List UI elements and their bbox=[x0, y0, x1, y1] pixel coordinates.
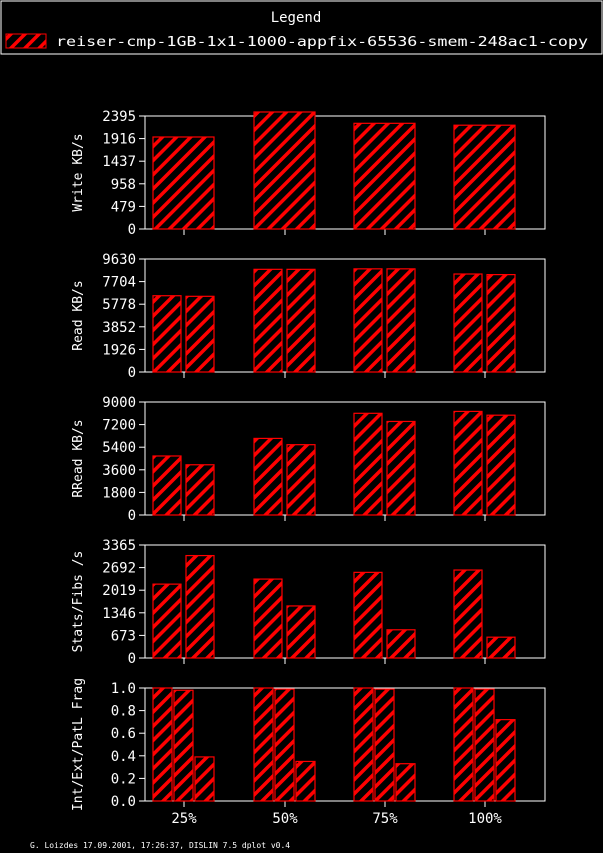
y-axis-label: Write KB/s bbox=[71, 133, 86, 211]
y-tick-label: 3365 bbox=[102, 538, 136, 554]
bar-50pct-s1 bbox=[253, 268, 283, 373]
plot-frame bbox=[144, 115, 546, 230]
bar-100pct-s1 bbox=[453, 569, 483, 659]
y-tick-label: 479 bbox=[111, 199, 136, 215]
y-tick-label: 5778 bbox=[102, 297, 136, 313]
y-tick-label: 1926 bbox=[102, 342, 136, 358]
bar-100pct-s2 bbox=[486, 274, 516, 373]
bar-100pct-s3 bbox=[495, 719, 516, 802]
bar-25pct-s1 bbox=[152, 687, 173, 802]
y-tick-label: 1916 bbox=[102, 132, 136, 148]
bar-50pct-s2 bbox=[286, 444, 316, 516]
y-tick-label: 0.8 bbox=[111, 704, 136, 720]
panel-4: 0 673 1346 2019 2692 3365 Stats/Fibs /s bbox=[71, 538, 546, 667]
bar-25pct-s1 bbox=[152, 583, 182, 659]
bar-100pct-s1 bbox=[453, 687, 474, 802]
bar-75pct-s1 bbox=[353, 687, 374, 802]
y-tick-label: 0.2 bbox=[111, 771, 136, 787]
y-tick-label: 1.0 bbox=[111, 681, 136, 697]
y-tick-label: 0.0 bbox=[111, 794, 136, 810]
bar-75pct-s2 bbox=[386, 629, 416, 659]
y-tick-label: 7704 bbox=[102, 275, 136, 291]
legend: Legend reiser-cmp-1GB-1x1-1000-appfix-65… bbox=[0, 0, 603, 55]
bar-75pct-s3 bbox=[395, 763, 416, 802]
bar-50pct-s3 bbox=[295, 760, 316, 802]
bar-75pct-s1 bbox=[353, 122, 416, 230]
bar-50pct-s1 bbox=[253, 687, 274, 802]
bar-75pct-s1 bbox=[353, 571, 383, 659]
panel-2: 0 1926 3852 5778 7704 9630 Read KB/s bbox=[71, 252, 546, 381]
bar-100pct-s2 bbox=[486, 414, 516, 516]
x-category-label: 25% bbox=[171, 811, 197, 827]
footer-credit: G. Loizdes 17.09.2001, 17:26:37, DISLIN … bbox=[30, 841, 290, 850]
bar-50pct-s1 bbox=[253, 111, 316, 230]
y-tick-label: 673 bbox=[111, 628, 136, 644]
y-tick-label: 9630 bbox=[102, 252, 136, 268]
x-category-label: 75% bbox=[372, 811, 398, 827]
y-tick-label: 0.4 bbox=[111, 749, 136, 765]
bar-75pct-s2 bbox=[386, 420, 416, 516]
y-axis-label: Int/Ext/PatL Frag bbox=[71, 678, 86, 811]
plot-frame bbox=[144, 401, 546, 516]
y-tick-label: 1437 bbox=[102, 154, 136, 170]
y-tick-label: 0 bbox=[128, 365, 136, 381]
y-tick-label: 0 bbox=[128, 651, 136, 667]
bar-25pct-s1 bbox=[152, 295, 182, 373]
bar-50pct-s2 bbox=[286, 605, 316, 659]
bar-25pct-s2 bbox=[185, 554, 215, 659]
y-tick-label: 958 bbox=[111, 177, 136, 193]
y-tick-label: 3600 bbox=[102, 463, 136, 479]
bar-25pct-s1 bbox=[152, 136, 215, 230]
bar-50pct-s2 bbox=[286, 268, 316, 373]
bar-100pct-s2 bbox=[486, 636, 516, 659]
bar-50pct-s1 bbox=[253, 578, 283, 659]
panel-3: 0 1800 3600 5400 7200 9000 RRead KB/s bbox=[71, 395, 546, 524]
bar-100pct-s1 bbox=[453, 124, 516, 230]
y-tick-label: 2019 bbox=[102, 583, 136, 599]
bar-50pct-s1 bbox=[253, 437, 283, 516]
chart-panels: 0 479 958 1437 1916 2395 Write KB/s 0 1926 3852 57… bbox=[71, 109, 546, 827]
bar-75pct-s2 bbox=[386, 268, 416, 373]
y-tick-label: 1346 bbox=[102, 606, 136, 622]
x-category-label: 100% bbox=[468, 811, 502, 827]
legend-entry-label: reiser-cmp-1GB-1x1-1000-appfix-65536-sme… bbox=[56, 35, 588, 50]
y-axis-label: Stats/Fibs /s bbox=[71, 551, 86, 653]
bar-75pct-s2 bbox=[374, 688, 395, 802]
bar-100pct-s1 bbox=[453, 410, 483, 516]
plot-frame bbox=[144, 544, 546, 659]
y-tick-label: 0.6 bbox=[111, 726, 136, 742]
y-tick-label: 2692 bbox=[102, 561, 136, 577]
y-tick-label: 3852 bbox=[102, 320, 136, 336]
y-axis-label: Read KB/s bbox=[71, 280, 86, 350]
legend-swatch bbox=[5, 33, 47, 49]
legend-box bbox=[0, 0, 603, 55]
y-tick-label: 2395 bbox=[102, 109, 136, 125]
bar-25pct-s3 bbox=[194, 756, 215, 802]
x-category-label: 50% bbox=[272, 811, 298, 827]
y-tick-label: 1800 bbox=[102, 485, 136, 501]
bar-75pct-s1 bbox=[353, 412, 383, 516]
bar-100pct-s2 bbox=[474, 688, 495, 802]
panel-5: 0.0 0.2 0.4 0.6 0.8 1.0 Int/Ext/PatL Frag 25% 50… bbox=[71, 678, 546, 827]
bar-25pct-s2 bbox=[185, 295, 215, 373]
bar-25pct-s2 bbox=[173, 689, 194, 802]
y-axis-label: RRead KB/s bbox=[71, 419, 86, 497]
y-tick-label: 0 bbox=[128, 222, 136, 238]
legend-title: Legend bbox=[271, 10, 322, 26]
y-tick-label: 9000 bbox=[102, 395, 136, 411]
y-tick-label: 5400 bbox=[102, 440, 136, 456]
plot-frame bbox=[144, 687, 546, 802]
bar-25pct-s2 bbox=[185, 464, 215, 516]
bar-50pct-s2 bbox=[274, 688, 295, 802]
bar-75pct-s1 bbox=[353, 268, 383, 373]
plot-frame bbox=[144, 258, 546, 373]
bar-25pct-s1 bbox=[152, 455, 182, 516]
panel-1: 0 479 958 1437 1916 2395 Write KB/s bbox=[71, 109, 546, 238]
y-tick-label: 0 bbox=[128, 508, 136, 524]
y-tick-label: 7200 bbox=[102, 418, 136, 434]
bar-100pct-s1 bbox=[453, 273, 483, 373]
